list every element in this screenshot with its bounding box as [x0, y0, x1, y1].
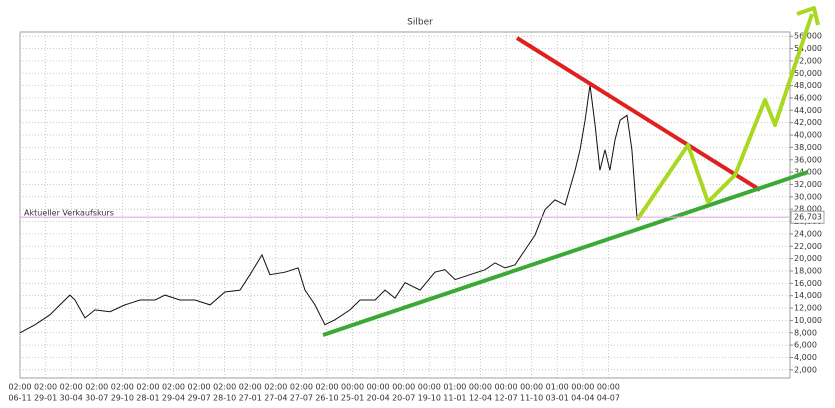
x-tick-time: 00:00	[571, 383, 594, 392]
x-tick-time: 02:00	[111, 383, 134, 392]
x-tick-label: 27-04	[264, 394, 287, 403]
x-tick-label: 20-07	[392, 394, 415, 403]
x-tick-label: 20-04	[367, 394, 390, 403]
current-price-name: Aktueller Verkaufskurs	[24, 209, 114, 218]
current-price-label: 26,703	[794, 213, 822, 222]
x-tick-label: 04-07	[597, 394, 620, 403]
x-tick-time: 00:00	[469, 383, 492, 392]
x-tick-time: 02:00	[290, 383, 313, 392]
x-tick-time: 01:00	[443, 383, 466, 392]
forecast-arrowhead	[796, 6, 820, 26]
x-tick-time: 00:00	[367, 383, 390, 392]
y-tick-label: 40,000	[794, 131, 822, 140]
x-tick-label: 30-04	[60, 394, 83, 403]
chart-title: Silber	[407, 18, 433, 28]
plot	[19, 84, 638, 334]
y-tick-label: 38,000	[794, 143, 822, 152]
x-tick-label: 12-07	[494, 394, 517, 403]
x-tick-time: 02:00	[213, 383, 236, 392]
x-tick-label: 27-01	[239, 394, 262, 403]
x-tick-time: 02:00	[85, 383, 108, 392]
price-line	[19, 84, 638, 334]
x-tick-label: 27-07	[290, 394, 313, 403]
x-tick-time: 00:00	[418, 383, 441, 392]
current-price-box	[790, 210, 825, 224]
grid: 2,000 4,000 6,000 8,000 10,000 12,000 14,000 16…	[8, 32, 822, 403]
x-tick-time: 02:00	[239, 383, 262, 392]
y-tick-label: 36,000	[794, 155, 822, 164]
y-tick-label: 2,000	[794, 365, 817, 374]
x-tick-time: 02:00	[136, 383, 159, 392]
y-tick-label: 44,000	[794, 106, 822, 115]
forecast-path	[635, 13, 814, 222]
y-tick-label: 32,000	[794, 180, 822, 189]
y-tick-label: 46,000	[794, 93, 822, 102]
x-tick-label: 19-10	[418, 394, 441, 403]
x-tick-time: 00:00	[495, 383, 518, 392]
current-price: Aktueller Verkaufskurs 26,703	[20, 209, 825, 224]
x-tick-label: 11-10	[520, 394, 543, 403]
y-tick-label: 52,000	[794, 56, 822, 65]
plot-frame	[19, 31, 791, 379]
y-tick-label: 6,000	[794, 341, 817, 350]
y-tick-label: 50,000	[794, 69, 822, 78]
y-tick-label: 28,000	[794, 205, 822, 214]
x-tick-label: 11-01	[443, 394, 466, 403]
x-tick-time: 02:00	[34, 383, 57, 392]
y-tick-label: 42,000	[794, 118, 822, 127]
x-tick-label: 06-11	[8, 394, 31, 403]
x-tick-label: 04-04	[571, 394, 594, 403]
resistance-line	[515, 36, 762, 192]
x-tick-label: 28-10	[213, 394, 236, 403]
y-tick-label: 18,000	[794, 266, 822, 275]
x-tick-time: 02:00	[60, 383, 83, 392]
y-tick-label: 12,000	[794, 304, 822, 313]
x-tick-time: 02:00	[162, 383, 185, 392]
x-tick-time: 00:00	[520, 383, 543, 392]
x-tick-label: 26-10	[315, 394, 338, 403]
y-tick-label: 10,000	[794, 316, 822, 325]
x-tick-label: 29-04	[162, 394, 185, 403]
y-tick-label: 8,000	[794, 328, 817, 337]
x-tick-time: 00:00	[341, 383, 364, 392]
x-tick-time: 00:00	[392, 383, 415, 392]
x-tick-label: 29-10	[111, 394, 134, 403]
y-tick-label: 14,000	[794, 291, 822, 300]
trend-lines	[322, 6, 820, 337]
y-tick-label: 4,000	[794, 353, 817, 362]
support-line	[322, 170, 809, 337]
y-tick-label: 16,000	[794, 279, 822, 288]
x-tick-time: 02:00	[315, 383, 338, 392]
x-tick-label: 03-01	[546, 394, 569, 403]
y-tick-label: 24,000	[794, 229, 822, 238]
y-tick-label: 30,000	[794, 192, 822, 201]
x-tick-time: 01:00	[546, 383, 569, 392]
x-tick-label: 28-01	[136, 394, 159, 403]
x-tick-time: 02:00	[188, 383, 211, 392]
x-tick-label: 30-07	[85, 394, 108, 403]
y-tick-label: 22,000	[794, 242, 822, 251]
y-tick-label: 56,000	[794, 32, 822, 41]
x-tick-label: 29-01	[34, 394, 57, 403]
y-tick-label: 48,000	[794, 81, 822, 90]
y-tick-label: 20,000	[794, 254, 822, 263]
x-tick-label: 25-01	[341, 394, 364, 403]
x-tick-time: 00:00	[597, 383, 620, 392]
y-tick-label: 54,000	[794, 44, 822, 53]
x-tick-label: 29-07	[187, 394, 210, 403]
x-tick-time: 02:00	[8, 383, 31, 392]
x-tick-time: 02:00	[264, 383, 287, 392]
x-tick-label: 12-04	[469, 394, 492, 403]
